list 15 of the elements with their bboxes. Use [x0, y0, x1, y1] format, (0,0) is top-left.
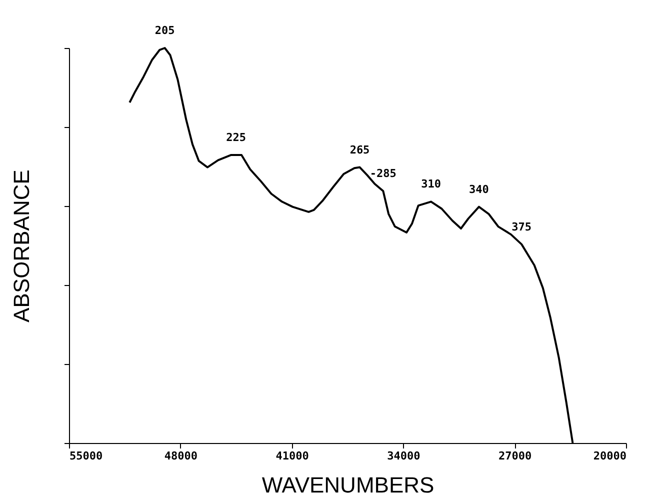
annotation: 205	[154, 24, 175, 37]
annotation: 225	[226, 131, 246, 144]
annotation: 375	[512, 220, 532, 234]
annotation: 340	[469, 182, 489, 196]
x-axis-title: WAVENUMBERS	[262, 472, 434, 498]
annotation: 310	[421, 178, 441, 191]
annotation: 265	[350, 143, 370, 156]
annotation: -285	[370, 166, 396, 180]
x-tick-label: 34000	[387, 450, 420, 462]
x-tick-label: 27000	[498, 450, 532, 462]
x-tick-label: 20000	[593, 450, 626, 462]
x-tick-label: 48000	[164, 450, 198, 462]
y-axis-title: ABSORBANCE	[9, 170, 34, 322]
x-tick-label: 55000	[70, 450, 103, 462]
x-tick-label: 41000	[276, 450, 309, 462]
